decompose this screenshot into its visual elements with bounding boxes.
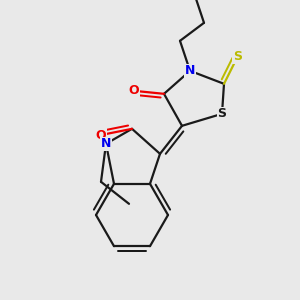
Text: S: S bbox=[233, 50, 242, 64]
Text: N: N bbox=[101, 137, 111, 150]
Text: S: S bbox=[218, 107, 226, 120]
Text: O: O bbox=[129, 84, 140, 97]
Text: N: N bbox=[185, 64, 195, 77]
Text: O: O bbox=[95, 129, 106, 142]
